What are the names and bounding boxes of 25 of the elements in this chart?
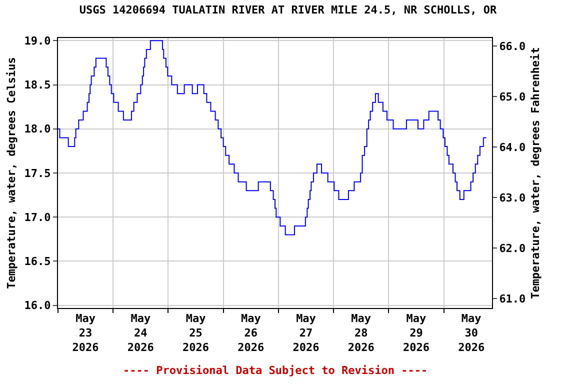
y2-tick-label: 65.0 [499, 90, 526, 104]
y-tick-label: 18.0 [24, 122, 51, 136]
text: ---- Provisional Data Subject to Revision ---- [123, 364, 428, 377]
y-tick-label: 17.5 [24, 166, 51, 180]
y2-tick-label: 66.0 [499, 40, 526, 53]
x-tick-label: May 29 2026 [402, 312, 430, 354]
y-tick-label: 16.0 [24, 299, 51, 312]
x-tick-label: May 24 2026 [127, 312, 154, 354]
y2-tick-label: 62.0 [499, 242, 526, 255]
x-tick-label: May 28 2026 [348, 312, 375, 354]
x-tick-label: May 30 2026 [458, 312, 485, 354]
y2-tick-label: 63.0 [499, 191, 526, 204]
y-tick-label: 16.5 [24, 255, 51, 268]
y2-tick-label: 64.0 [499, 140, 526, 154]
x-tick-label: May 23 2026 [72, 312, 100, 354]
x-tick-label: May 26 2026 [238, 312, 265, 354]
y-tick-label: 17.0 [24, 210, 51, 224]
y-tick-label: 18.5 [24, 78, 51, 92]
chart-title: USGS 14206694 TUALATIN RIVER AT RIVER MILE 24.5, NR SCHOLLS, OR [79, 3, 497, 16]
y-axis-title: Temperature, water, degrees Celsius [4, 57, 18, 289]
y-tick-label: 19.0 [24, 34, 51, 48]
x-tick-label: May 25 2026 [182, 312, 210, 354]
y2-tick-label: 61.0 [499, 292, 526, 306]
x-tick-label: May 27 2026 [292, 312, 320, 354]
y2-axis-title: Temperature, water, degrees Fahrenheit [528, 47, 542, 299]
